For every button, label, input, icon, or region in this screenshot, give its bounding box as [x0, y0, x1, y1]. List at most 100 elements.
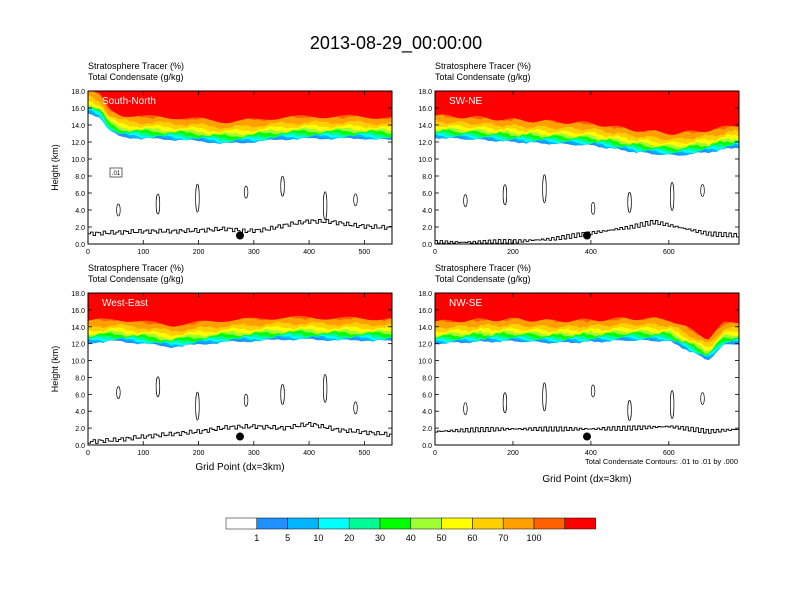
panel-subtitle: Stratosphere Tracer (%)	[88, 61, 184, 71]
colorbar-swatch	[318, 517, 350, 530]
condensate-contour	[542, 382, 547, 412]
condensate-contour	[627, 400, 632, 421]
x-axis-label: Grid Point (dx=3km)	[542, 474, 631, 485]
location-marker	[583, 231, 591, 240]
colorbar-swatch	[564, 517, 596, 530]
y-tick-label: 10.0	[71, 359, 85, 366]
y-tick-label: 0.0	[75, 443, 85, 450]
condensate-contour	[353, 193, 358, 207]
y-tick-label: 2.0	[422, 225, 432, 232]
colorbar-swatch	[379, 517, 412, 530]
condensate-contour	[322, 191, 328, 221]
condensate-contour	[322, 374, 328, 403]
condensate-contour	[280, 383, 285, 405]
condensate-contour	[590, 384, 596, 398]
y-tick-label: 10.0	[418, 157, 432, 164]
y-tick-label: 10.0	[418, 359, 432, 366]
x-tick-label: 600	[663, 450, 675, 457]
y-tick-label: 6.0	[422, 392, 432, 399]
colorbar-label: 1	[254, 533, 259, 543]
colorbar-label: 30	[375, 533, 385, 543]
condensate-contour	[669, 182, 675, 211]
colorbar-label: 10	[313, 533, 323, 543]
plot-frame	[434, 90, 740, 245]
y-tick-label: 14.0	[71, 325, 85, 332]
y-tick-label: 12.0	[418, 342, 432, 349]
contour-label: .01	[109, 167, 123, 178]
y-tick-label: 4.0	[75, 208, 85, 215]
x-tick-label: 200	[507, 450, 519, 457]
y-tick-label: 0.0	[422, 443, 432, 450]
panels: Stratosphere Tracer (%)Total Condensate …	[50, 61, 740, 485]
x-tick-label: 600	[663, 249, 675, 256]
x-tick-label: 300	[248, 249, 260, 256]
colorbar-swatch	[256, 517, 288, 530]
terrain-line	[435, 425, 739, 434]
condensate-contour	[116, 386, 121, 399]
condensate-contour	[243, 393, 249, 407]
plot-frame	[87, 90, 393, 245]
plot-frame	[87, 292, 393, 446]
y-tick-label: 16.0	[71, 106, 85, 113]
x-tick-label: 100	[137, 450, 149, 457]
colorbar-swatch	[287, 517, 319, 530]
condensate-contour	[353, 401, 358, 415]
contour-label-text: .01	[112, 171, 121, 177]
x-tick-label: 0	[433, 450, 437, 457]
colorbar-swatch	[410, 517, 442, 530]
condensate-contour	[155, 193, 161, 215]
tracer-band-100	[435, 91, 739, 135]
plot-area	[88, 91, 392, 244]
condensate-contour	[116, 203, 121, 217]
colorbar-swatch	[472, 517, 504, 530]
tracer-band-100	[435, 293, 739, 340]
y-tick-label: 16.0	[418, 308, 432, 315]
colorbar-swatch	[533, 517, 566, 530]
y-tick-label: 4.0	[422, 409, 432, 416]
x-tick-label: 0	[86, 249, 90, 256]
y-axis-label: Height (km)	[50, 144, 60, 191]
panel-west-east: Stratosphere Tracer (%)Total Condensate …	[50, 263, 393, 473]
condensate-contour	[243, 185, 249, 199]
condensate-contour	[463, 402, 468, 416]
x-tick-label: 300	[248, 450, 260, 457]
colorbar-swatch	[441, 517, 473, 530]
plot-area	[435, 91, 739, 244]
location-marker	[236, 231, 244, 240]
condensate-contour	[700, 184, 705, 197]
panel-subtitle: Stratosphere Tracer (%)	[88, 263, 184, 273]
contour-label-box	[109, 167, 123, 178]
x-tick-label: 0	[86, 450, 90, 457]
colorbar-label: 40	[406, 533, 416, 543]
y-tick-label: 16.0	[418, 106, 432, 113]
condensate-contour	[280, 175, 285, 197]
y-tick-label: 8.0	[422, 174, 432, 181]
y-tick-label: 2.0	[75, 426, 85, 433]
panel-subtitle: Total Condensate (g/kg)	[435, 72, 531, 82]
panel-south-north: Stratosphere Tracer (%)Total Condensate …	[50, 61, 393, 256]
y-tick-label: 18.0	[71, 291, 85, 298]
y-tick-label: 0.0	[75, 242, 85, 249]
colorbar-label: 100	[526, 533, 541, 543]
condensate-contour	[155, 376, 161, 398]
condensate-contour	[542, 174, 547, 204]
y-tick-label: 6.0	[75, 392, 85, 399]
x-tick-label: 400	[303, 450, 315, 457]
panel-nw-se: Stratosphere Tracer (%)Total Condensate …	[418, 263, 740, 485]
condensate-contour	[502, 392, 508, 414]
panel-subtitle: Total Condensate (g/kg)	[88, 72, 184, 82]
panel-sw-ne: Stratosphere Tracer (%)Total Condensate …	[418, 61, 740, 256]
y-tick-label: 12.0	[71, 140, 85, 147]
x-tick-label: 500	[359, 249, 371, 256]
y-tick-label: 0.0	[422, 242, 432, 249]
terrain-line	[88, 421, 392, 444]
panel-subtitle: Stratosphere Tracer (%)	[435, 61, 531, 71]
colorbar-label: 60	[467, 533, 477, 543]
location-marker	[236, 432, 244, 441]
plot-frame	[434, 292, 740, 446]
y-tick-label: 14.0	[418, 325, 432, 332]
x-axis-label: Grid Point (dx=3km)	[195, 462, 284, 473]
condensate-contour	[590, 201, 596, 215]
x-tick-label: 500	[359, 450, 371, 457]
